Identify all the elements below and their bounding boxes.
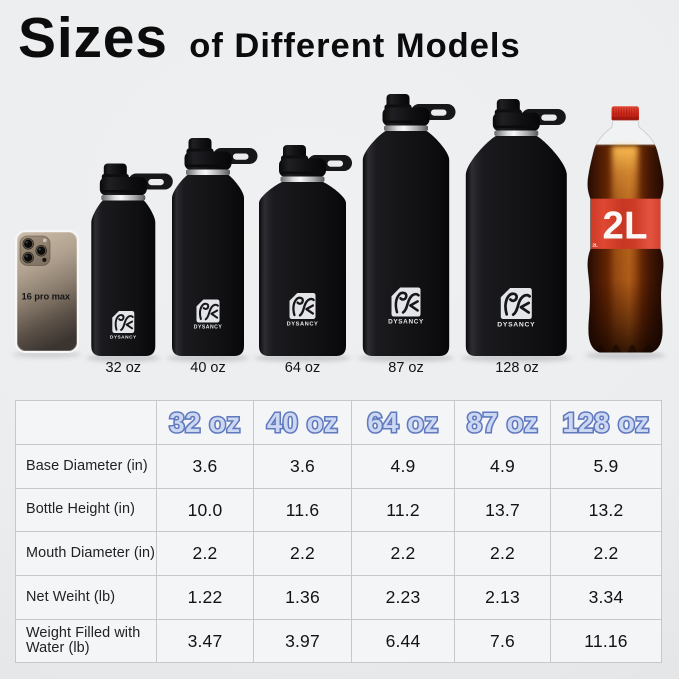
svg-text:2L: 2L: [603, 205, 648, 248]
svg-text:DYSANCY: DYSANCY: [194, 324, 223, 330]
svg-text:16 pro max: 16 pro max: [22, 291, 71, 302]
svg-text:DYSANCY: DYSANCY: [110, 335, 137, 341]
svg-text:DYSANCY: DYSANCY: [287, 322, 319, 328]
svg-text:87 oz: 87 oz: [388, 360, 423, 376]
svg-text:DYSANCY: DYSANCY: [388, 319, 424, 326]
svg-text:32 oz: 32 oz: [106, 360, 141, 376]
svg-text:128 oz: 128 oz: [495, 360, 539, 376]
svg-text:40 oz: 40 oz: [190, 360, 225, 376]
svg-text:64 oz: 64 oz: [285, 360, 320, 376]
svg-text:2L: 2L: [593, 243, 599, 248]
svg-text:DYSANCY: DYSANCY: [497, 322, 535, 329]
